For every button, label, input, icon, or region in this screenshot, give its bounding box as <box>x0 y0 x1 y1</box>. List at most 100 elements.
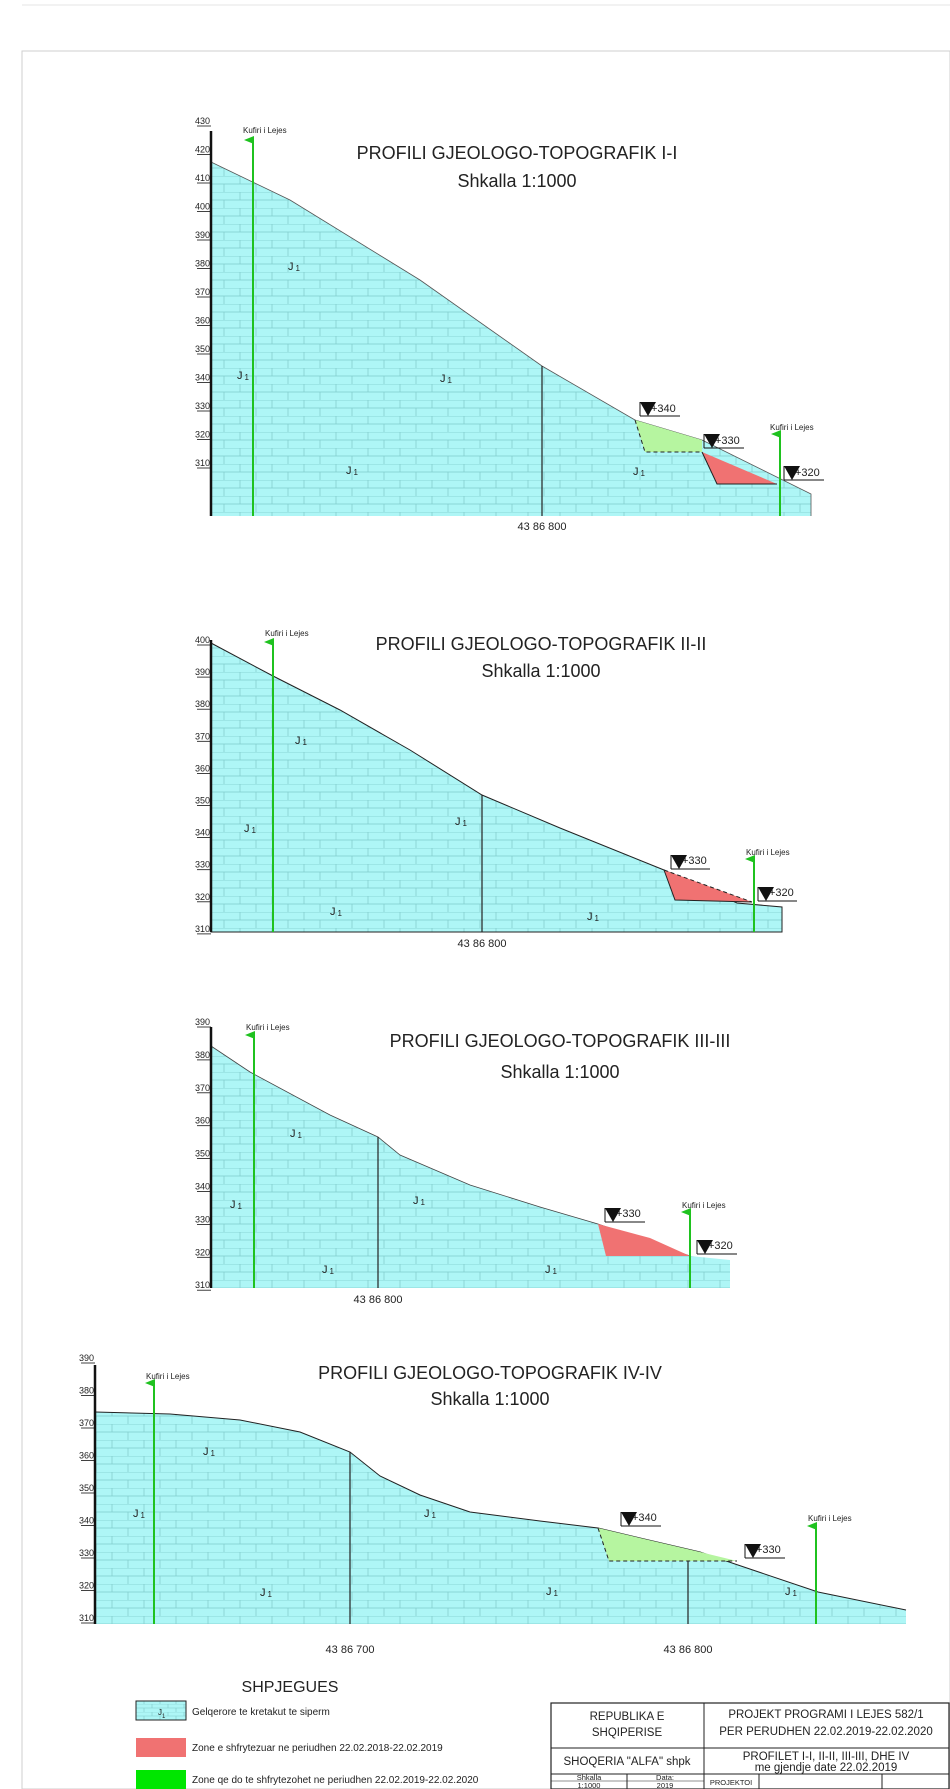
exploited-zone <box>702 452 777 484</box>
legend-swatch-unit: J1 <box>158 1708 166 1720</box>
limestone-body <box>95 1412 906 1624</box>
tick-label: 430 <box>195 116 210 126</box>
profile-3: 390 380 370 360 350 340 330 320 310 PROFILI GJEO… <box>195 1017 737 1306</box>
profile-title: PROFILI GJEOLOGO-TOPOGRAFIK IV-IV <box>318 1363 662 1383</box>
scale-value: 1:1000 <box>578 1781 601 1789</box>
tick-label: 380 <box>195 259 210 269</box>
tick-label: 380 <box>195 1050 210 1060</box>
tick-label: 390 <box>195 1017 210 1027</box>
tick-label: 350 <box>195 344 210 354</box>
planned-zone-outline <box>634 419 702 453</box>
tick-label: 310 <box>195 924 210 934</box>
tick-label: 350 <box>79 1483 94 1493</box>
legend-text: Zone e shfrytezuar ne periudhen 22.02.20… <box>192 1743 443 1754</box>
tick-label: 420 <box>195 145 210 155</box>
profile-scale: Shkalla 1:1000 <box>481 661 600 681</box>
coordinate-label: 43 86 700 <box>326 1644 375 1656</box>
level-marker: +330 <box>703 434 744 449</box>
legend-text: Gelqerore te kretakut te siperm <box>192 1707 330 1718</box>
profile-scale: Shkalla 1:1000 <box>457 171 576 191</box>
coordinate-label: 43 86 800 <box>664 1644 713 1656</box>
republic-line: REPUBLIKA E <box>590 1711 665 1723</box>
tick-label: 330 <box>195 1214 210 1224</box>
company-name: SHOQERIA "ALFA" shpk <box>563 1756 690 1768</box>
terrain-line <box>210 642 783 933</box>
svg-text:+330: +330 <box>616 1208 641 1220</box>
tick-label: 330 <box>79 1548 94 1558</box>
boundary-label: Kufiri i Lejes <box>770 423 814 432</box>
tick-label: 370 <box>79 1418 94 1428</box>
boundary-label: Kufiri i Lejes <box>146 1372 190 1381</box>
profile-4: 390 380 370 360 350 340 330 320 310 PROFILI GJEO… <box>79 1353 907 1656</box>
tick-label: 400 <box>195 635 210 645</box>
tick-labels: 430 420 410 400 390 380 370 360 350 340 330 320 310 <box>195 116 211 469</box>
project-title: PROJEKT PROGRAMI I LEJES 582/1 <box>728 1709 923 1721</box>
planned-zone <box>635 420 702 452</box>
profile-scale: Shkalla 1:1000 <box>430 1389 549 1409</box>
tick-labels: 390 380 370 360 350 340 330 320 310 <box>79 1353 95 1624</box>
terrain-line <box>210 1045 691 1257</box>
tick-label: 390 <box>195 667 210 677</box>
drawing-title: PROFILET I-I, II-II, III-III, DHE IV <box>743 1751 910 1763</box>
tick-label: 310 <box>79 1613 94 1623</box>
boundary-label: Kufiri i Lejes <box>243 126 287 135</box>
tick-label: 350 <box>195 796 210 806</box>
tick-label: 390 <box>195 230 210 240</box>
level-marker: +340 <box>620 1512 661 1527</box>
boundary-label: Kufiri i Lejes <box>682 1201 726 1210</box>
scale-header: Shkalla <box>577 1773 602 1782</box>
tick-label: 320 <box>195 1247 210 1257</box>
coordinate-label: 43 86 800 <box>458 938 507 950</box>
level-marker: +320 <box>757 887 797 902</box>
designer-label: PROJEKTOI <box>710 1778 752 1787</box>
date-header: Data: <box>656 1773 674 1782</box>
tick-label: 330 <box>195 401 210 411</box>
svg-text:+340: +340 <box>651 403 676 415</box>
tick-label: 330 <box>195 860 210 870</box>
legend-text: Zone qe do te shfrytezohet ne periudhen … <box>192 1775 479 1786</box>
planned-zone <box>598 1528 737 1561</box>
profile-title: PROFILI GJEOLOGO-TOPOGRAFIK I-I <box>357 143 678 163</box>
project-period: PER PERUDHEN 22.02.2019-22.02.2020 <box>719 1726 933 1738</box>
legend-swatch-exploited <box>136 1738 186 1757</box>
boundary-label: Kufiri i Lejes <box>746 848 790 857</box>
profile-title: PROFILI GJEOLOGO-TOPOGRAFIK II-II <box>376 634 707 654</box>
tick-label: 400 <box>195 202 210 212</box>
tick-label: 340 <box>79 1516 94 1526</box>
coordinate-label: 43 86 800 <box>354 1294 403 1306</box>
republic-line: SHQIPERISE <box>592 1727 663 1739</box>
tick-labels: 390 380 370 360 350 340 330 320 310 <box>195 1017 211 1291</box>
tick-label: 320 <box>195 892 210 902</box>
svg-text:+320: +320 <box>795 467 820 479</box>
tick-label: 340 <box>195 1182 210 1192</box>
tick-label: 360 <box>195 316 210 326</box>
boundary-label: Kufiri i Lejes <box>808 1514 852 1523</box>
tick-label: 360 <box>195 763 210 773</box>
level-marker: +320 <box>783 466 824 481</box>
level-marker: +340 <box>639 402 680 417</box>
level-marker: +330 <box>670 855 710 870</box>
level-marker: +320 <box>696 1240 737 1255</box>
svg-text:+340: +340 <box>632 1512 657 1524</box>
tick-label: 310 <box>195 458 210 468</box>
coordinate-label: 43 86 800 <box>518 521 567 533</box>
legend-swatch-limestone <box>135 1700 187 1721</box>
date-value: 2019 <box>657 1781 674 1789</box>
level-marker: +330 <box>604 1208 645 1223</box>
tick-label: 360 <box>195 1116 210 1126</box>
